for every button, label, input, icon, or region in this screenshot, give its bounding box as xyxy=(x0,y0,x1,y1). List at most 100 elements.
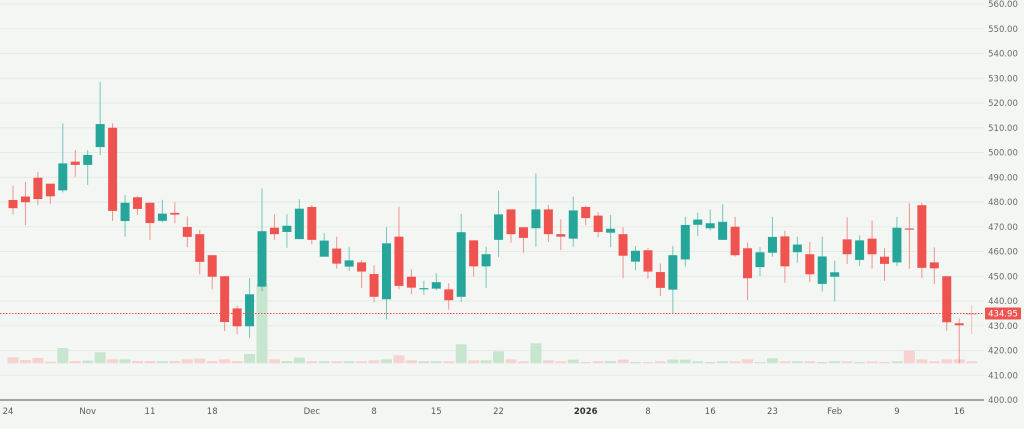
candle[interactable] xyxy=(245,278,255,339)
candle[interactable] xyxy=(83,150,93,185)
candle[interactable] xyxy=(8,185,18,215)
candle[interactable] xyxy=(767,216,777,257)
volume-bar xyxy=(791,361,803,364)
time-axis[interactable]: 24 Nov 11 18 Dec 8 15 22 2026 8 16 23 Feb 9 16 xyxy=(3,407,965,417)
volume-bar xyxy=(617,359,629,364)
candle-body xyxy=(904,228,914,230)
candle[interactable] xyxy=(70,150,80,177)
candle[interactable] xyxy=(332,236,342,269)
candle[interactable] xyxy=(369,265,379,302)
candle[interactable] xyxy=(755,247,765,277)
y-tick-label: 480.00 xyxy=(988,198,1018,208)
candle[interactable] xyxy=(469,240,479,277)
candle[interactable] xyxy=(780,230,790,283)
volume-bar xyxy=(567,359,579,364)
price-axis[interactable]: 400.00 410.00 420.00 430.00 440.00 450.00 460.… xyxy=(988,0,1018,406)
candle[interactable] xyxy=(257,188,267,292)
candle-body xyxy=(705,223,715,229)
candle[interactable] xyxy=(45,183,55,205)
candle[interactable] xyxy=(95,82,105,155)
candle[interactable] xyxy=(855,235,865,267)
candle[interactable] xyxy=(954,318,964,364)
candle[interactable] xyxy=(830,260,840,302)
candle[interactable] xyxy=(319,233,329,257)
candle[interactable] xyxy=(655,263,665,297)
volume-bar xyxy=(903,350,915,364)
candle[interactable] xyxy=(942,276,952,331)
candle-body xyxy=(618,234,628,256)
candle-body xyxy=(232,308,242,327)
candle[interactable] xyxy=(431,273,441,291)
candle[interactable] xyxy=(892,216,902,267)
candle[interactable] xyxy=(444,283,454,310)
volume-bar xyxy=(219,359,231,364)
volume-bar xyxy=(517,361,529,364)
candle[interactable] xyxy=(842,217,852,264)
candle[interactable] xyxy=(668,246,678,314)
candle[interactable] xyxy=(581,205,591,226)
candle[interactable] xyxy=(456,213,466,302)
candle[interactable] xyxy=(481,246,491,288)
candle[interactable] xyxy=(556,219,566,251)
volume-bar xyxy=(206,361,218,364)
candle[interactable] xyxy=(294,199,304,240)
candle[interactable] xyxy=(357,259,367,288)
candle[interactable] xyxy=(58,123,68,193)
candle[interactable] xyxy=(929,247,939,284)
candle[interactable] xyxy=(406,269,416,295)
candle[interactable] xyxy=(282,214,292,248)
candle[interactable] xyxy=(917,202,927,278)
candle[interactable] xyxy=(182,216,192,248)
candle[interactable] xyxy=(145,202,155,240)
candle[interactable] xyxy=(730,216,740,257)
candles xyxy=(8,82,977,364)
candle[interactable] xyxy=(568,196,578,247)
candle[interactable] xyxy=(867,220,877,269)
candle[interactable] xyxy=(394,206,404,290)
candle[interactable] xyxy=(606,214,616,248)
candle[interactable] xyxy=(693,212,703,236)
candle[interactable] xyxy=(705,209,715,231)
candle[interactable] xyxy=(506,209,516,243)
candle[interactable] xyxy=(232,305,242,335)
y-tick-label: 530.00 xyxy=(988,74,1018,84)
candle[interactable] xyxy=(108,123,118,222)
candle[interactable] xyxy=(618,227,628,279)
candle[interactable] xyxy=(269,214,279,240)
candle[interactable] xyxy=(344,246,354,271)
candle-body xyxy=(481,254,491,267)
candle[interactable] xyxy=(419,280,429,295)
candle[interactable] xyxy=(20,181,30,226)
candle[interactable] xyxy=(33,171,43,205)
candle[interactable] xyxy=(805,242,815,283)
candle[interactable] xyxy=(531,173,541,247)
candle[interactable] xyxy=(680,216,690,267)
candle[interactable] xyxy=(643,248,653,279)
candle[interactable] xyxy=(631,246,640,271)
candle[interactable] xyxy=(494,190,504,258)
candle[interactable] xyxy=(207,255,217,290)
candle[interactable] xyxy=(967,305,977,334)
candle[interactable] xyxy=(157,199,167,223)
candle-body xyxy=(606,228,616,233)
candle[interactable] xyxy=(718,204,728,240)
candle[interactable] xyxy=(307,204,317,245)
candle[interactable] xyxy=(543,204,553,243)
candle-body xyxy=(469,240,479,267)
candle[interactable] xyxy=(593,212,603,238)
candle[interactable] xyxy=(382,227,391,320)
candle[interactable] xyxy=(220,276,230,331)
candle[interactable] xyxy=(792,236,802,263)
candle[interactable] xyxy=(133,195,142,215)
candle[interactable] xyxy=(170,202,180,224)
candle[interactable] xyxy=(817,236,827,292)
candle[interactable] xyxy=(880,248,889,281)
gridlines xyxy=(0,3,984,376)
volume-bar xyxy=(866,361,878,364)
candle[interactable] xyxy=(120,195,130,237)
candle[interactable] xyxy=(904,203,914,269)
candle[interactable] xyxy=(743,242,753,301)
candle[interactable] xyxy=(518,227,528,253)
candle[interactable] xyxy=(195,229,205,275)
